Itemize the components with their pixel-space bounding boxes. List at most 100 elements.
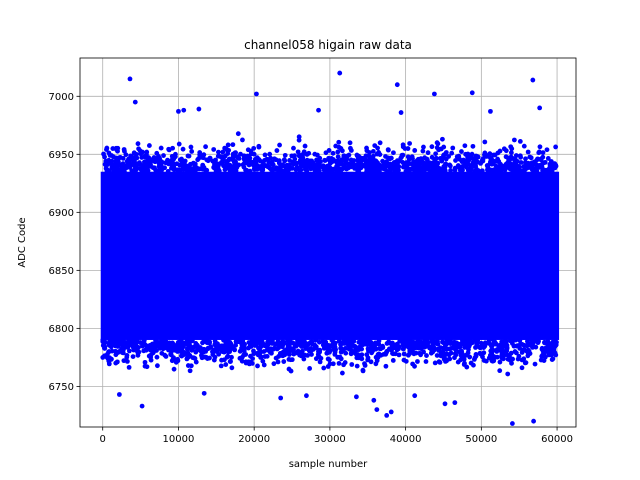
- data-point: [462, 143, 468, 149]
- data-point: [440, 349, 446, 355]
- data-point: [106, 342, 112, 348]
- data-point: [282, 169, 288, 174]
- data-point: [158, 145, 164, 151]
- data-point: [331, 343, 337, 349]
- data-point: [459, 149, 464, 154]
- data-point: [204, 167, 210, 173]
- data-point: [489, 358, 495, 364]
- data-point: [255, 352, 261, 358]
- data-point: [222, 153, 228, 159]
- data-point: [218, 363, 224, 369]
- data-point: [481, 350, 487, 356]
- data-point: [372, 166, 377, 172]
- data-point: [219, 357, 224, 363]
- data-point: [549, 169, 555, 174]
- data-point: [335, 149, 341, 155]
- data-point: [333, 347, 339, 352]
- data-point: [351, 162, 356, 167]
- data-point: [216, 149, 221, 155]
- data-point: [246, 359, 251, 365]
- data-point: [241, 352, 247, 358]
- data-point: [216, 168, 222, 174]
- data-point: [215, 153, 221, 159]
- data-point: [528, 155, 534, 161]
- outlier-point: [431, 91, 437, 97]
- x-tick-label: 0: [100, 434, 106, 445]
- data-point: [107, 153, 113, 158]
- data-point: [220, 149, 226, 155]
- data-point: [474, 341, 480, 347]
- data-point: [406, 345, 412, 350]
- data-point: [359, 346, 365, 352]
- data-point: [211, 147, 217, 152]
- data-point: [269, 161, 275, 167]
- data-point: [179, 167, 184, 173]
- data-point: [364, 352, 370, 358]
- data-point: [479, 168, 485, 174]
- data-point: [277, 142, 282, 148]
- data-point: [490, 341, 496, 347]
- data-point: [514, 350, 519, 356]
- data-point: [477, 345, 483, 351]
- data-point: [389, 340, 395, 346]
- data-point: [410, 156, 415, 162]
- outlier-point: [139, 403, 145, 409]
- data-point: [407, 141, 413, 146]
- data-point: [199, 166, 205, 171]
- data-point: [518, 160, 524, 165]
- data-point: [508, 144, 514, 150]
- data-point: [519, 357, 525, 363]
- data-point: [418, 352, 424, 358]
- data-point: [553, 144, 559, 150]
- x-tick-label: 20000: [238, 434, 270, 445]
- data-point: [462, 161, 468, 166]
- data-point: [523, 156, 528, 162]
- data-point: [500, 342, 506, 347]
- data-point: [403, 358, 409, 364]
- data-point: [520, 347, 526, 353]
- data-point: [309, 352, 314, 357]
- data-point: [457, 167, 463, 173]
- data-point: [106, 349, 111, 355]
- data-point: [195, 157, 201, 163]
- data-point: [554, 339, 559, 345]
- data-point: [431, 160, 436, 166]
- data-point: [370, 153, 376, 159]
- data-point: [448, 350, 454, 356]
- data-point: [318, 159, 323, 165]
- data-point: [198, 346, 204, 351]
- data-point: [177, 162, 183, 168]
- data-point: [425, 150, 431, 156]
- data-point: [199, 353, 204, 358]
- outlier-point: [353, 394, 359, 400]
- data-point: [459, 341, 465, 347]
- data-point: [373, 345, 378, 351]
- data-point: [179, 347, 185, 353]
- data-point: [345, 165, 351, 171]
- data-point: [148, 163, 153, 169]
- data-point: [100, 343, 106, 348]
- data-point: [248, 342, 254, 347]
- data-point: [363, 160, 369, 166]
- data-point: [490, 161, 496, 167]
- data-point: [510, 162, 516, 168]
- data-point: [343, 159, 348, 165]
- data-point: [261, 362, 267, 368]
- data-point: [491, 354, 497, 359]
- data-point: [381, 160, 387, 166]
- data-point: [471, 156, 476, 162]
- data-point: [132, 155, 138, 160]
- data-point: [365, 357, 371, 363]
- data-point: [552, 344, 558, 350]
- data-point: [484, 154, 490, 159]
- data-point: [240, 137, 245, 143]
- data-point: [154, 363, 160, 369]
- data-point: [443, 150, 449, 155]
- data-point: [505, 371, 511, 377]
- outlier-point: [254, 91, 259, 97]
- data-point: [194, 342, 200, 348]
- data-point: [420, 159, 426, 165]
- data-point: [415, 340, 420, 345]
- data-point: [362, 156, 368, 162]
